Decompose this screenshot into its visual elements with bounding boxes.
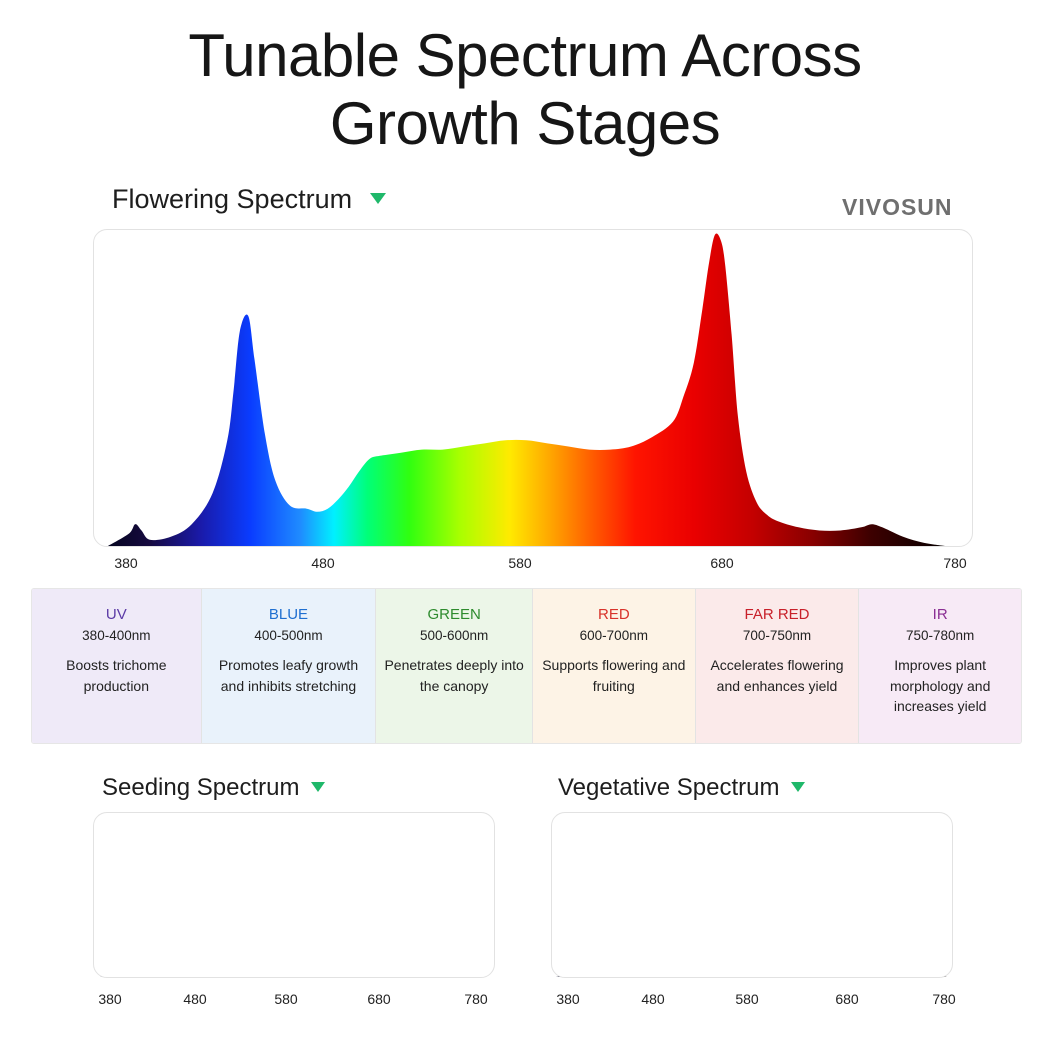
triangle-down-icon [311,781,326,792]
flowering-spectrum-curve [108,233,945,546]
band-name: RED [597,606,630,623]
flowering-x-tick-label: 780 [943,555,967,571]
seeding-x-tick-label: 780 [464,991,488,1007]
band-range: 750-780nm [906,628,975,643]
seeding-x-tick-label: 580 [274,991,298,1007]
flowering-x-tick-label: 680 [710,555,734,571]
vegetative-x-tick-label: 780 [932,991,956,1007]
triangle-down-icon [370,193,387,205]
band-range: 400-500nm [254,628,323,643]
flowering-heading-label: Flowering Spectrum [112,184,353,214]
page-title: Tunable Spectrum Across Growth Stages [0,22,1050,158]
vegetative-x-tick-label: 680 [835,991,859,1007]
seeding-heading-label: Seeding Spectrum [102,774,300,801]
band-name: GREEN [427,606,481,623]
flowering-x-tick-label: 480 [311,555,335,571]
brand-logo: VIVOSUN [842,194,953,220]
flowering-heading: Flowering Spectrum [112,184,387,215]
vegetative-heading: Vegetative Spectrum [558,774,806,802]
vegetative-x-tick-label: 480 [641,991,665,1007]
flowering-chart: 380 480 580 680 780 [108,233,967,571]
seeding-x-tick-label: 680 [367,991,391,1007]
wavelength-band-table: UV 380-400nm Boosts trichome production BLU… [31,588,1022,744]
vegetative-chart-frame [551,812,953,978]
flowering-x-tick-label: 380 [114,555,138,571]
band-far-red: FAR RED 700-750nm Accelerates flowering an… [695,589,860,743]
triangle-down-icon [791,781,806,792]
band-description: Improves plant morphology and increases … [889,657,991,714]
seeding-x-tick-label: 480 [183,991,207,1007]
seeding-heading: Seeding Spectrum [102,774,326,802]
page-title-line-2: Growth Stages [329,90,721,157]
band-range: 380-400nm [82,628,151,643]
band-name: IR [932,606,948,623]
band-range: 500-600nm [419,628,489,643]
band-description: Penetrates deeply into the canopy [384,657,524,694]
band-blue: BLUE 400-500nm Promotes leafy growth and i… [201,589,377,743]
band-description: Boosts trichome production [66,657,167,694]
flowering-x-tick-label: 580 [508,555,532,571]
band-green: GREEN 500-600nm Penetrates deeply into the… [376,589,533,743]
page-title-line-1: Tunable Spectrum Across [188,22,862,89]
vegetative-heading-label: Vegetative Spectrum [558,774,780,801]
band-ir: IR 750-780nm Improves plant morphology and… [859,589,1021,743]
band-name: BLUE [268,606,309,623]
band-description: Supports flowering and fruiting [542,657,686,694]
band-range: 600-700nm [579,628,648,643]
vegetative-x-tick-label: 380 [556,991,580,1007]
band-description: Promotes leafy growth and inhibits stret… [218,657,359,694]
band-uv: UV 380-400nm Boosts trichome production [32,589,202,743]
band-name: FAR RED [744,606,810,623]
seeding-x-tick-label: 380 [98,991,122,1007]
band-red: RED 600-700nm Supports flowering and fruit… [532,589,696,743]
band-name: UV [105,606,127,623]
vegetative-x-tick-label: 580 [735,991,759,1007]
band-range: 700-750nm [742,628,812,643]
band-description: Accelerates flowering and enhances yield [710,657,844,694]
seeding-chart-frame [93,812,495,978]
